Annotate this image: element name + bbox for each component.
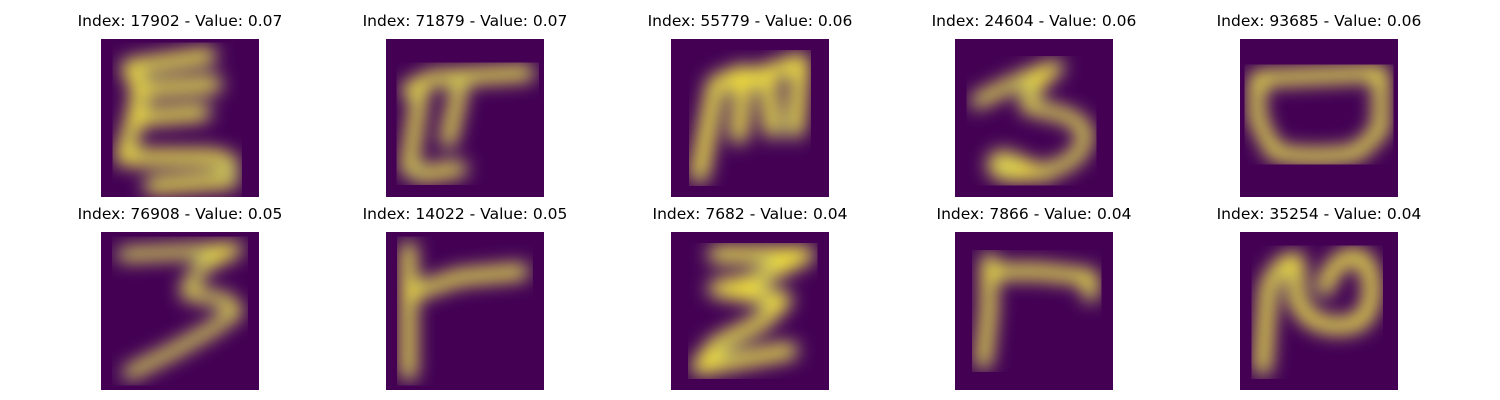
panel-title: Index: 76908 - Value: 0.05 (70, 203, 290, 225)
image-panel: Index: 35254 - Value: 0.04 (1209, 203, 1429, 390)
image-panel: Index: 24604 - Value: 0.06 (924, 10, 1144, 197)
image-panel: Index: 7866 - Value: 0.04 (924, 203, 1144, 390)
panel-title: Index: 17902 - Value: 0.07 (70, 10, 290, 32)
character-image (671, 232, 829, 390)
image-panel: Index: 17902 - Value: 0.07 (70, 10, 290, 197)
image-panel: Index: 93685 - Value: 0.06 (1209, 10, 1429, 197)
panel-title: Index: 93685 - Value: 0.06 (1209, 10, 1429, 32)
character-image (671, 39, 829, 197)
character-image (955, 232, 1113, 390)
panel-title: Index: 14022 - Value: 0.05 (355, 203, 575, 225)
character-image (1240, 232, 1398, 390)
character-image (955, 39, 1113, 197)
panel-title: Index: 35254 - Value: 0.04 (1209, 203, 1429, 225)
character-image (101, 39, 259, 197)
character-image (101, 232, 259, 390)
image-panel: Index: 14022 - Value: 0.05 (355, 203, 575, 390)
character-image (386, 39, 544, 197)
panel-title: Index: 24604 - Value: 0.06 (924, 10, 1144, 32)
image-panel: Index: 55779 - Value: 0.06 (640, 10, 860, 197)
panel-title: Index: 71879 - Value: 0.07 (355, 10, 575, 32)
image-panel: Index: 7682 - Value: 0.04 (640, 203, 860, 390)
character-image (386, 232, 544, 390)
panel-title: Index: 7682 - Value: 0.04 (640, 203, 860, 225)
image-panel: Index: 76908 - Value: 0.05 (70, 203, 290, 390)
image-panel: Index: 71879 - Value: 0.07 (355, 10, 575, 197)
panel-title: Index: 7866 - Value: 0.04 (924, 203, 1144, 225)
character-image (1240, 39, 1398, 197)
panel-title: Index: 55779 - Value: 0.06 (640, 10, 860, 32)
